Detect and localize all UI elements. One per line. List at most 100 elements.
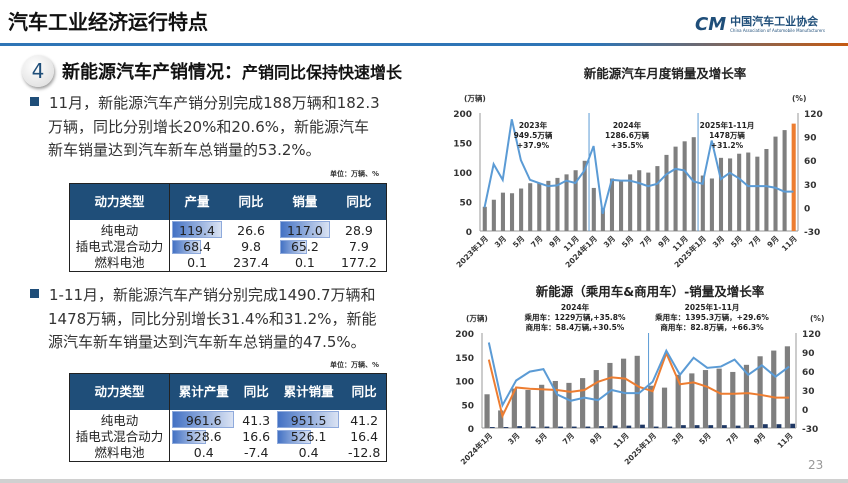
monthly-table: 动力类型 产量 同比 销量 同比 纯电动 119.4 26.6 117.0 28.9 插电式混合动力… — [69, 183, 387, 272]
table-cell: -7.4 — [244, 444, 269, 460]
annotation: 2023年 — [519, 120, 548, 130]
annotation: +31.2% — [711, 141, 744, 150]
table-header-row: 动力类型 累计产量 同比 累计销量 同比 — [69, 373, 387, 410]
annotation: 2024年 — [561, 302, 590, 312]
bar — [682, 141, 687, 231]
bar — [484, 394, 490, 428]
series-line — [487, 342, 790, 409]
table-cell: 65.2 — [278, 239, 332, 255]
bar — [743, 364, 750, 428]
table-row: 纯电动 119.4 26.6 117.0 28.9 — [69, 219, 387, 239]
y2-tick-label: 60 — [802, 368, 815, 378]
table-cell: 41.3 — [242, 412, 271, 428]
section-subtitle: 产销同比保持快速增长 — [242, 63, 403, 82]
column-header: 同比 — [224, 183, 278, 220]
annotation: +37.9% — [517, 141, 550, 150]
column-header: 同比 — [342, 373, 387, 410]
table-cell: -12.8 — [347, 444, 381, 460]
bar — [782, 130, 787, 231]
y-tick-label: 0 — [468, 425, 474, 435]
table-cell: 41.2 — [350, 412, 379, 428]
x-tick-label: 7月 — [561, 431, 576, 446]
x-tick-label: 11月 — [612, 431, 631, 450]
column-header: 累计销量 — [274, 373, 343, 410]
bar — [709, 178, 714, 231]
y2-tick-label: 30 — [802, 387, 815, 397]
bar — [700, 175, 705, 231]
table-cell: 0.1 — [294, 254, 315, 270]
bar — [509, 193, 515, 231]
y2-tick-label: 120 — [804, 110, 823, 120]
table-cell: 951.5 — [275, 410, 342, 429]
column-header: 动力类型 — [69, 373, 170, 410]
data-bar — [172, 429, 207, 444]
bar — [517, 426, 523, 428]
bar — [681, 425, 686, 428]
data-bar — [172, 220, 222, 238]
bar — [749, 425, 755, 428]
bar — [539, 384, 545, 428]
bar — [500, 192, 505, 231]
cm-logo-icon: CM — [695, 14, 727, 35]
y2-axis-label: (%) — [810, 314, 824, 323]
bar — [626, 425, 632, 428]
x-tick-label: 7月 — [529, 234, 544, 249]
y2-tick-label: -30 — [802, 425, 818, 435]
bar — [519, 188, 524, 231]
y-tick-label: 50 — [461, 401, 474, 411]
bar — [555, 177, 560, 231]
y-tick-label: 0 — [466, 228, 472, 238]
column-header: 累计产量 — [169, 373, 238, 410]
bar — [491, 199, 496, 231]
bar — [537, 183, 542, 231]
annotation: 商用车：58.4万辆,+30.5% — [526, 322, 625, 332]
bullet-square-icon — [30, 289, 39, 298]
data-bar — [276, 429, 312, 444]
table-cell: 528.6 — [170, 429, 238, 445]
y2-axis-label: (%) — [792, 94, 806, 103]
footer-divider — [0, 479, 848, 483]
x-tick-label: 9月 — [588, 431, 603, 446]
x-tick-label: 3月 — [670, 431, 685, 446]
bar — [482, 206, 487, 231]
bar — [528, 183, 533, 231]
bullet-line: 11月，新能源汽车产销分别完成188万辆和182.3 — [49, 94, 380, 112]
bullet-line: 1478万辆，同比分别增长31.4%和31.2%，新能 — [48, 309, 377, 328]
y-tick-label: 150 — [453, 140, 472, 150]
table-cell: 插电式混合动力 — [69, 238, 170, 255]
chart2-title: 新能源（乘用车&商用车）-销量及增长率 — [535, 284, 765, 299]
table-cell: 237.4 — [233, 254, 269, 270]
annotation: 乘用车：1229万辆,+35.8% — [523, 312, 626, 322]
table-cell: 燃料电池 — [69, 254, 170, 271]
y-tick-label: 100 — [453, 169, 472, 179]
chart-pv-cv-sales: 0 50 100 150 200 -30 0 30 60 90 120 (万辆) (%) 2024年1月 3… — [455, 302, 824, 466]
y2-tick-label: 120 — [802, 330, 821, 340]
bar — [673, 146, 678, 231]
series-line — [487, 350, 790, 419]
y-tick-label: 50 — [459, 199, 472, 209]
y2-tick-label: 90 — [802, 349, 815, 359]
x-tick-label: 3月 — [493, 234, 508, 249]
page-number: 23 — [808, 458, 824, 472]
column-header: 同比 — [331, 183, 387, 220]
bullet-cumulative: 1-11月，新能源汽车产销分别完成1490.7万辆和 1478万辆，同比分别增长… — [30, 284, 440, 355]
table-cell: 526.1 — [275, 429, 342, 445]
bar — [544, 426, 550, 428]
annotation: 2025年1-11月 — [700, 120, 755, 130]
bar — [511, 388, 517, 428]
y2-tick-label: 60 — [804, 157, 817, 167]
bullet-line: 新车销量达到汽车新车总销量的53.2%。 — [48, 141, 321, 159]
bar — [646, 172, 651, 231]
data-bar — [172, 410, 235, 428]
table-cell: 插电式混合动力 — [69, 428, 170, 445]
x-tick-label: 5月 — [729, 234, 744, 249]
bar — [735, 425, 741, 428]
table-cell: 28.9 — [345, 222, 373, 238]
bar — [552, 380, 558, 428]
bar — [730, 371, 736, 428]
bar — [585, 426, 591, 428]
bar — [612, 425, 618, 428]
bullet-monthly: 11月，新能源汽车产销分别完成188万辆和182.3 万辆，同比分别增长20%和… — [30, 92, 440, 163]
bar — [591, 187, 596, 231]
